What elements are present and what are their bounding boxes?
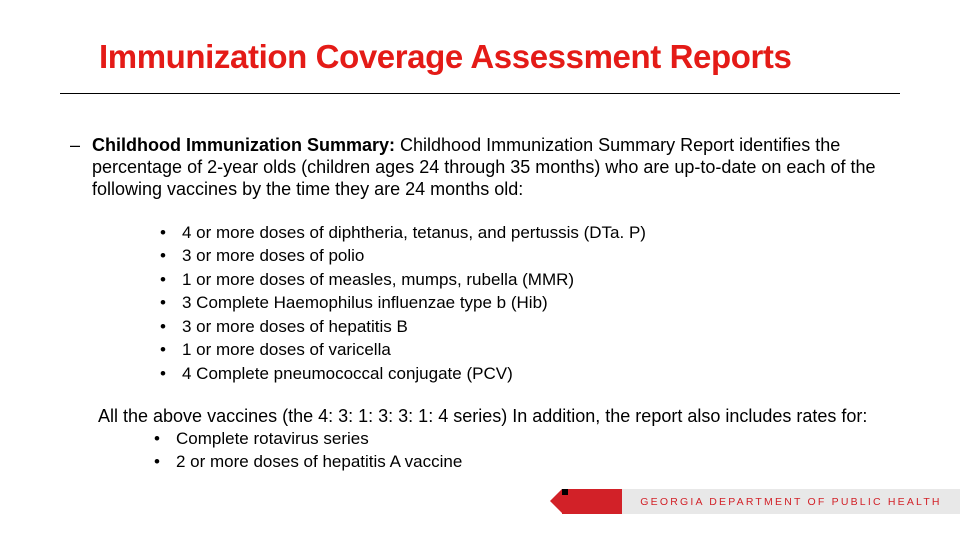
- bullet-marker: •: [160, 315, 182, 338]
- after-bullet-list: •Complete rotavirus series•2 or more dos…: [154, 428, 908, 474]
- list-item-text: 3 or more doses of hepatitis B: [182, 315, 408, 338]
- footer-accent: [562, 489, 622, 514]
- list-item: •3 or more doses of polio: [160, 244, 900, 267]
- bullet-marker: •: [160, 221, 182, 244]
- intro-text: Childhood Immunization Summary: Childhoo…: [92, 135, 900, 201]
- after-text: All the above vaccines (the 4: 3: 1: 3: …: [98, 405, 908, 428]
- dash-marker: –: [70, 135, 92, 201]
- intro-bold: Childhood Immunization Summary:: [92, 135, 395, 155]
- list-item-text: 2 or more doses of hepatitis A vaccine: [176, 451, 462, 474]
- bullet-marker: •: [160, 362, 182, 385]
- bullet-marker: •: [160, 244, 182, 267]
- vaccine-bullet-list: •4 or more doses of diphtheria, tetanus,…: [160, 221, 900, 385]
- after-block: All the above vaccines (the 4: 3: 1: 3: …: [98, 405, 908, 474]
- list-item: •1 or more doses of varicella: [160, 338, 900, 361]
- list-item-text: 4 or more doses of diphtheria, tetanus, …: [182, 221, 646, 244]
- list-item-text: Complete rotavirus series: [176, 428, 369, 451]
- list-item: •4 or more doses of diphtheria, tetanus,…: [160, 221, 900, 244]
- footer-label: GEORGIA DEPARTMENT OF PUBLIC HEALTH: [622, 489, 960, 514]
- list-item-text: 3 Complete Haemophilus influenzae type b…: [182, 291, 548, 314]
- list-item: •3 or more doses of hepatitis B: [160, 315, 900, 338]
- title-divider: [60, 93, 900, 94]
- list-item-text: 1 or more doses of varicella: [182, 338, 391, 361]
- list-item: •3 Complete Haemophilus influenzae type …: [160, 291, 900, 314]
- bullet-marker: •: [154, 451, 176, 474]
- body-content: – Childhood Immunization Summary: Childh…: [70, 135, 900, 474]
- bullet-marker: •: [160, 338, 182, 361]
- footer-accent-chevron: [550, 489, 562, 513]
- list-item-text: 1 or more doses of measles, mumps, rubel…: [182, 268, 574, 291]
- slide-title: Immunization Coverage Assessment Reports: [99, 38, 869, 76]
- list-item: •2 or more doses of hepatitis A vaccine: [154, 451, 908, 474]
- list-item-text: 4 Complete pneumococcal conjugate (PCV): [182, 362, 513, 385]
- bullet-marker: •: [160, 291, 182, 314]
- list-item: •1 or more doses of measles, mumps, rube…: [160, 268, 900, 291]
- bullet-marker: •: [160, 268, 182, 291]
- footer: GEORGIA DEPARTMENT OF PUBLIC HEALTH: [562, 489, 960, 514]
- list-item: •Complete rotavirus series: [154, 428, 908, 451]
- intro-row: – Childhood Immunization Summary: Childh…: [70, 135, 900, 201]
- list-item: •4 Complete pneumococcal conjugate (PCV): [160, 362, 900, 385]
- bullet-marker: •: [154, 428, 176, 451]
- slide: Immunization Coverage Assessment Reports…: [0, 0, 960, 540]
- list-item-text: 3 or more doses of polio: [182, 244, 364, 267]
